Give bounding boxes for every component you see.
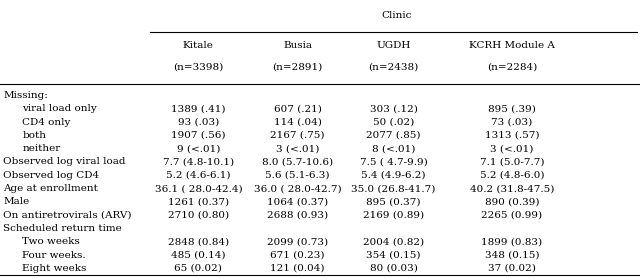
Text: Missing:: Missing:	[3, 91, 48, 100]
Text: KCRH Module A: KCRH Module A	[469, 41, 555, 50]
Text: 2688 (0.93): 2688 (0.93)	[267, 211, 328, 220]
Text: Busia: Busia	[283, 41, 312, 50]
Text: 40.2 (31.8-47.5): 40.2 (31.8-47.5)	[470, 184, 554, 193]
Text: 2848 (0.84): 2848 (0.84)	[168, 237, 229, 246]
Text: 7.5 ( 4.7-9.9): 7.5 ( 4.7-9.9)	[360, 157, 428, 167]
Text: 607 (.21): 607 (.21)	[274, 104, 321, 113]
Text: 895 (.39): 895 (.39)	[488, 104, 536, 113]
Text: Two weeks: Two weeks	[22, 237, 80, 246]
Text: Clinic: Clinic	[381, 11, 412, 20]
Text: neither: neither	[22, 144, 61, 153]
Text: both: both	[22, 131, 46, 140]
Text: 5.2 (4.8-6.0): 5.2 (4.8-6.0)	[480, 171, 544, 180]
Text: 80 (0.03): 80 (0.03)	[370, 264, 417, 273]
Text: 303 (.12): 303 (.12)	[370, 104, 417, 113]
Text: 8.0 (5.7-10.6): 8.0 (5.7-10.6)	[262, 157, 333, 167]
Text: (n=2438): (n=2438)	[369, 63, 419, 72]
Text: Kitale: Kitale	[183, 41, 214, 50]
Text: 36.0 ( 28.0-42.7): 36.0 ( 28.0-42.7)	[254, 184, 341, 193]
Text: 2099 (0.73): 2099 (0.73)	[267, 237, 328, 246]
Text: 8 (<.01): 8 (<.01)	[372, 144, 415, 153]
Text: 348 (0.15): 348 (0.15)	[484, 251, 540, 260]
Text: Male: Male	[3, 197, 29, 206]
Text: 3 (<.01): 3 (<.01)	[490, 144, 534, 153]
Text: 2077 (.85): 2077 (.85)	[366, 131, 421, 140]
Text: Four weeks.: Four weeks.	[22, 251, 86, 260]
Text: 1907 (.56): 1907 (.56)	[171, 131, 226, 140]
Text: 50 (.02): 50 (.02)	[373, 118, 414, 127]
Text: Eight weeks: Eight weeks	[22, 264, 87, 273]
Text: 354 (0.15): 354 (0.15)	[366, 251, 421, 260]
Text: 37 (0.02): 37 (0.02)	[488, 264, 536, 273]
Text: 5.6 (5.1-6.3): 5.6 (5.1-6.3)	[266, 171, 330, 180]
Text: 895 (0.37): 895 (0.37)	[366, 197, 421, 206]
Text: 5.2 (4.6-6.1): 5.2 (4.6-6.1)	[166, 171, 230, 180]
Text: 2265 (0.99): 2265 (0.99)	[481, 211, 543, 220]
Text: 3 (<.01): 3 (<.01)	[276, 144, 319, 153]
Text: 73 (.03): 73 (.03)	[492, 118, 532, 127]
Text: 114 (.04): 114 (.04)	[274, 118, 321, 127]
Text: 2167 (.75): 2167 (.75)	[270, 131, 325, 140]
Text: 671 (0.23): 671 (0.23)	[270, 251, 325, 260]
Text: Observed log CD4: Observed log CD4	[3, 171, 99, 180]
Text: 2169 (0.89): 2169 (0.89)	[363, 211, 424, 220]
Text: Observed log viral load: Observed log viral load	[3, 157, 125, 167]
Text: 1261 (0.37): 1261 (0.37)	[168, 197, 229, 206]
Text: 65 (0.02): 65 (0.02)	[175, 264, 222, 273]
Text: 1389 (.41): 1389 (.41)	[171, 104, 226, 113]
Text: 7.7 (4.8-10.1): 7.7 (4.8-10.1)	[163, 157, 234, 167]
Text: 5.4 (4.9-6.2): 5.4 (4.9-6.2)	[362, 171, 426, 180]
Text: Scheduled return time: Scheduled return time	[3, 224, 122, 233]
Text: On antiretrovirals (ARV): On antiretrovirals (ARV)	[3, 211, 132, 220]
Text: 36.1 ( 28.0-42.4): 36.1 ( 28.0-42.4)	[155, 184, 242, 193]
Text: UGDH: UGDH	[376, 41, 411, 50]
Text: 7.1 (5.0-7.7): 7.1 (5.0-7.7)	[480, 157, 544, 167]
Text: Age at enrollment: Age at enrollment	[3, 184, 98, 193]
Text: 9 (<.01): 9 (<.01)	[177, 144, 220, 153]
Text: 2004 (0.82): 2004 (0.82)	[363, 237, 424, 246]
Text: 2710 (0.80): 2710 (0.80)	[168, 211, 229, 220]
Text: (n=2284): (n=2284)	[487, 63, 537, 72]
Text: 93 (.03): 93 (.03)	[178, 118, 219, 127]
Text: 35.0 (26.8-41.7): 35.0 (26.8-41.7)	[351, 184, 436, 193]
Text: 121 (0.04): 121 (0.04)	[270, 264, 325, 273]
Text: 1899 (0.83): 1899 (0.83)	[481, 237, 543, 246]
Text: viral load only: viral load only	[22, 104, 97, 113]
Text: 1064 (0.37): 1064 (0.37)	[267, 197, 328, 206]
Text: 1313 (.57): 1313 (.57)	[484, 131, 540, 140]
Text: 890 (0.39): 890 (0.39)	[484, 197, 540, 206]
Text: 485 (0.14): 485 (0.14)	[171, 251, 226, 260]
Text: CD4 only: CD4 only	[22, 118, 71, 127]
Text: (n=2891): (n=2891)	[273, 63, 323, 72]
Text: (n=3398): (n=3398)	[173, 63, 223, 72]
